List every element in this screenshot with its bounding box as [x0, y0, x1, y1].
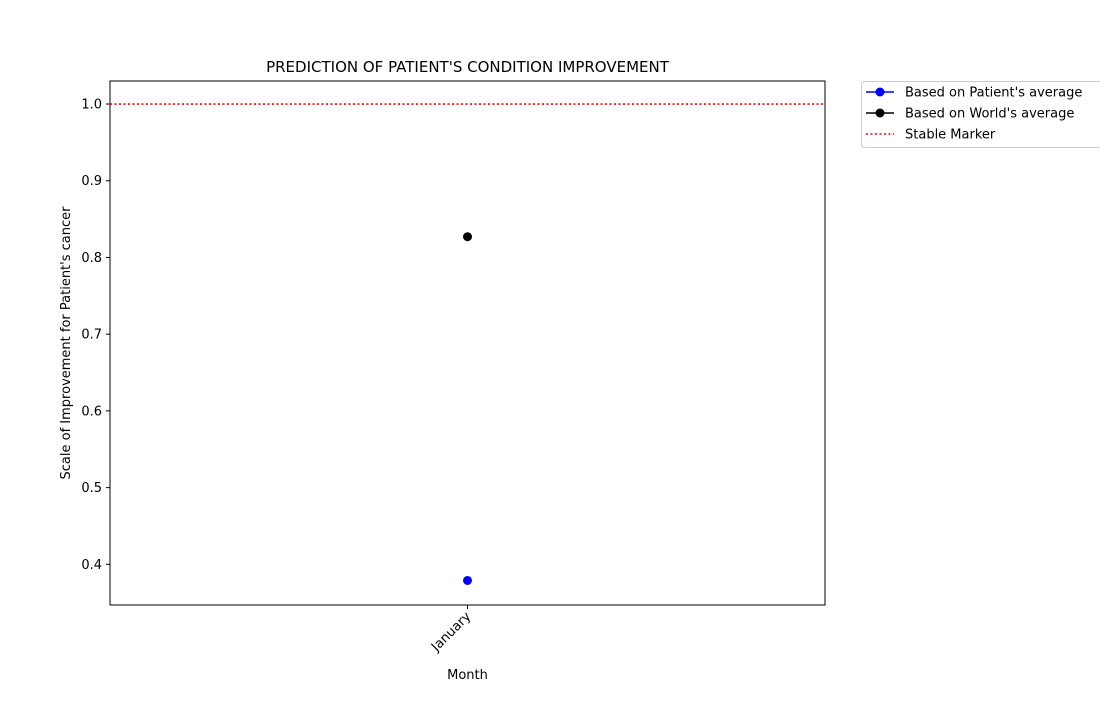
y-tick-label: 0.6 [81, 404, 102, 419]
legend-entry-label: Based on Patient's average [905, 86, 1082, 101]
y-tick-label: 1.0 [81, 98, 102, 113]
y-axis-label: Scale of Improvement for Patient's cance… [59, 206, 74, 480]
data-point-series-0 [463, 576, 472, 585]
y-tick-label: 0.8 [81, 251, 102, 266]
plot-area-frame [110, 81, 825, 605]
y-tick-label: 0.7 [81, 328, 102, 343]
x-axis-label: Month [447, 668, 488, 683]
legend-swatch-marker [876, 109, 885, 118]
legend-entry-label: Based on World's average [905, 107, 1074, 122]
legend: Based on Patient's average Based on World… [862, 82, 1100, 148]
x-axis: January [428, 605, 474, 655]
data-point-series-1 [463, 232, 472, 241]
y-tick-label: 0.9 [81, 174, 102, 189]
legend-swatch-marker [876, 88, 885, 97]
x-tick-label: January [428, 609, 474, 655]
y-tick-label: 0.5 [81, 481, 102, 496]
data-series [463, 232, 472, 585]
y-tick-label: 0.4 [81, 558, 102, 573]
legend-entry-label: Stable Marker [905, 128, 996, 143]
chart-title: PREDICTION OF PATIENT'S CONDITION IMPROV… [266, 58, 670, 76]
y-axis: 0.4 0.5 0.6 0.7 0.8 0.9 1.0 [81, 98, 110, 573]
